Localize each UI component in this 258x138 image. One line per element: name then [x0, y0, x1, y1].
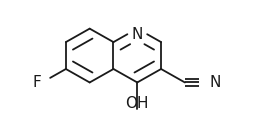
Text: OH: OH — [126, 96, 149, 111]
Text: N: N — [132, 27, 143, 42]
Text: F: F — [32, 75, 41, 90]
Text: N: N — [210, 75, 221, 90]
